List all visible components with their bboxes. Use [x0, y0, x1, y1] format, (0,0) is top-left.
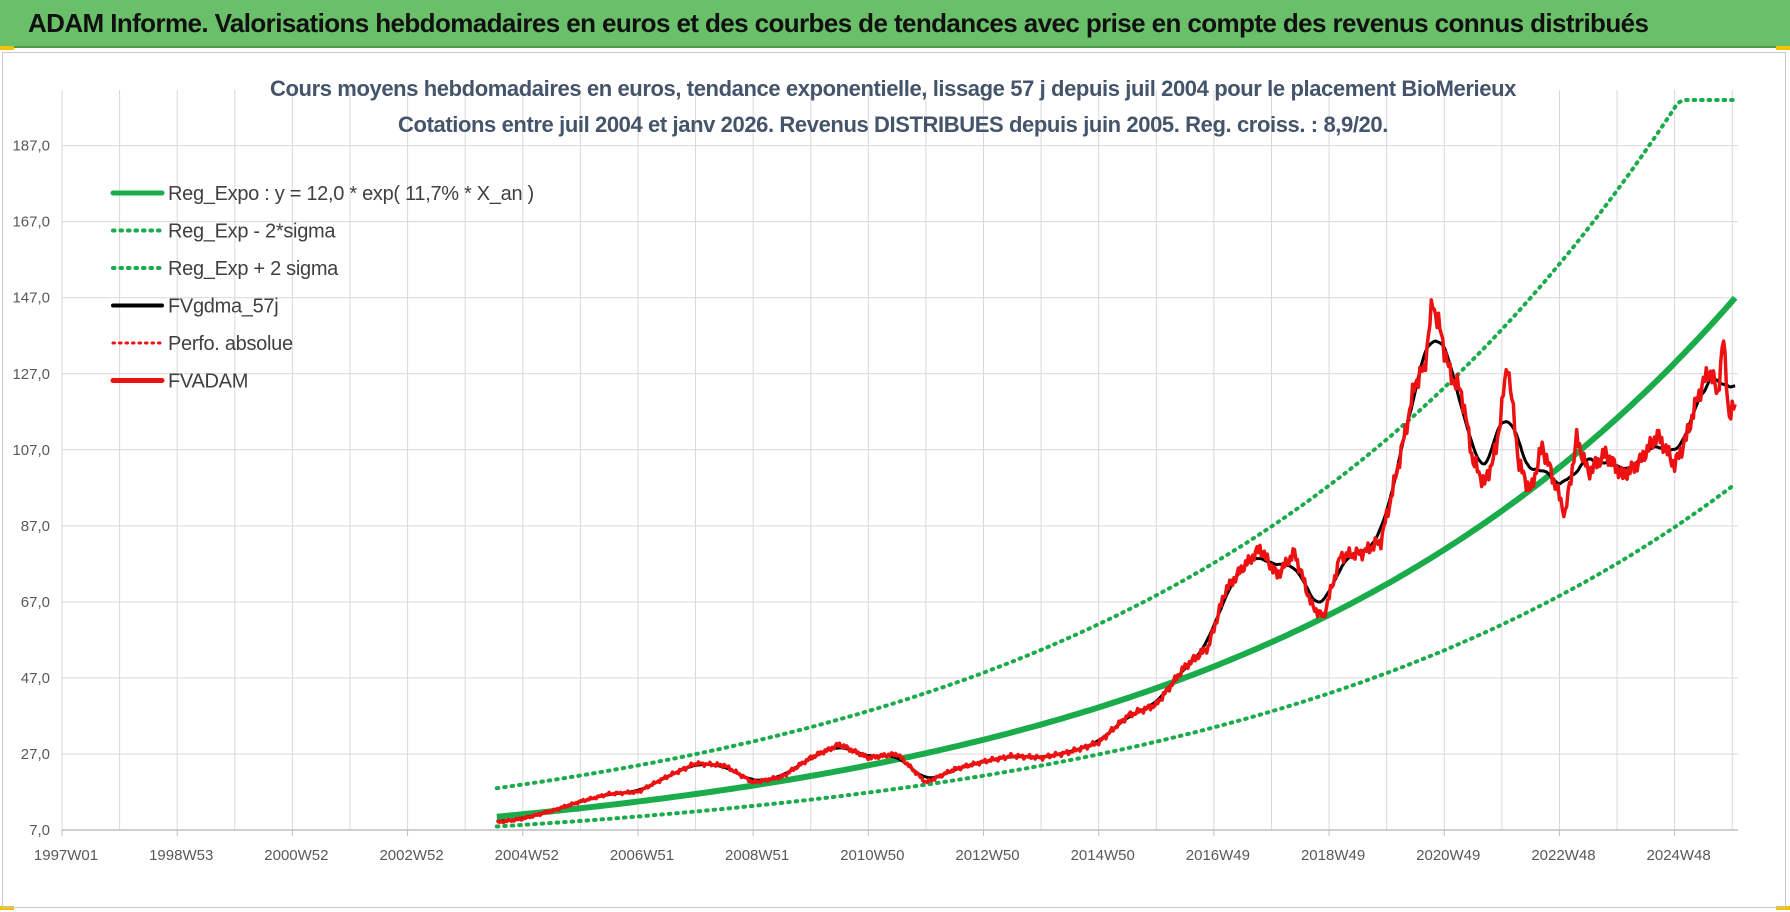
y-tick-label: 147,0: [12, 290, 50, 307]
chart-frame: [2, 52, 1786, 908]
x-tick-label: 2014W50: [1071, 847, 1135, 864]
series-layer: [494, 98, 1738, 829]
x-tick-label: 2022W48: [1531, 847, 1595, 864]
x-tick-label: 2018W49: [1301, 847, 1365, 864]
corner-marker-top-left: [0, 46, 14, 50]
legend-label: Reg_Exp - 2*sigma: [168, 221, 336, 243]
y-tick-label: 47,0: [21, 670, 50, 687]
legend-label: FVADAM: [168, 371, 248, 393]
series-reg-exp-plus-2sigma: [494, 98, 1738, 791]
x-tick-label: 1998W53: [149, 847, 213, 864]
y-tick-label: 127,0: [12, 366, 50, 383]
x-tick-label: 2008W51: [725, 847, 789, 864]
x-tick-label: 2016W49: [1186, 847, 1250, 864]
x-tick-label: 2006W51: [610, 847, 674, 864]
legend-label: Reg_Expo : y = 12,0 * exp( 11,7% * X_an …: [168, 183, 534, 205]
x-tick-label: 1997W01: [34, 847, 98, 864]
y-tick-label: 67,0: [21, 594, 50, 611]
y-tick-label: 167,0: [12, 214, 50, 231]
x-tick-label: 2024W48: [1647, 847, 1711, 864]
legend-label: FVgdma_57j: [168, 296, 278, 318]
chart-title-line-1: Cours moyens hebdomadaires en euros, ten…: [270, 76, 1517, 101]
x-tick-label: 2010W50: [840, 847, 904, 864]
y-tick-label: 87,0: [21, 518, 50, 535]
y-tick-label: 187,0: [12, 138, 50, 155]
chart-legend: Reg_Expo : y = 12,0 * exp( 11,7% * X_an …: [110, 183, 534, 393]
x-tick-label: 2004W52: [495, 847, 559, 864]
legend-label: Reg_Exp + 2 sigma: [168, 258, 339, 280]
y-tick-label: 7,0: [29, 822, 50, 839]
corner-marker-bottom-right: [1776, 906, 1790, 910]
report-title: ADAM Informe. Valorisations hebdomadaire…: [28, 8, 1649, 38]
series-fvadam: [495, 298, 1737, 825]
axis-layer: 7,0 27,0 47,0 67,0 87,0 107,0 127,0 147,0 167,0 1…: [12, 138, 1738, 864]
y-tick-label: 27,0: [21, 746, 50, 763]
chart-title-line-2: Cotations entre juil 2004 et janv 2026. …: [398, 112, 1388, 137]
legend-label: Perfo. absolue: [168, 333, 293, 355]
y-tick-label: 107,0: [12, 442, 50, 459]
x-tick-label: 2000W52: [264, 847, 328, 864]
series-reg-expo: [496, 295, 1738, 820]
x-tick-label: 2002W52: [379, 847, 443, 864]
corner-marker-bottom-left: [0, 906, 14, 910]
x-tick-label: 2012W50: [955, 847, 1019, 864]
corner-marker-top-right: [1776, 46, 1790, 50]
report-banner: ADAM Informe. Valorisations hebdomadaire…: [0, 0, 1790, 48]
series-reg-exp-minus-2sigma: [494, 482, 1738, 829]
x-tick-label: 2020W49: [1416, 847, 1480, 864]
